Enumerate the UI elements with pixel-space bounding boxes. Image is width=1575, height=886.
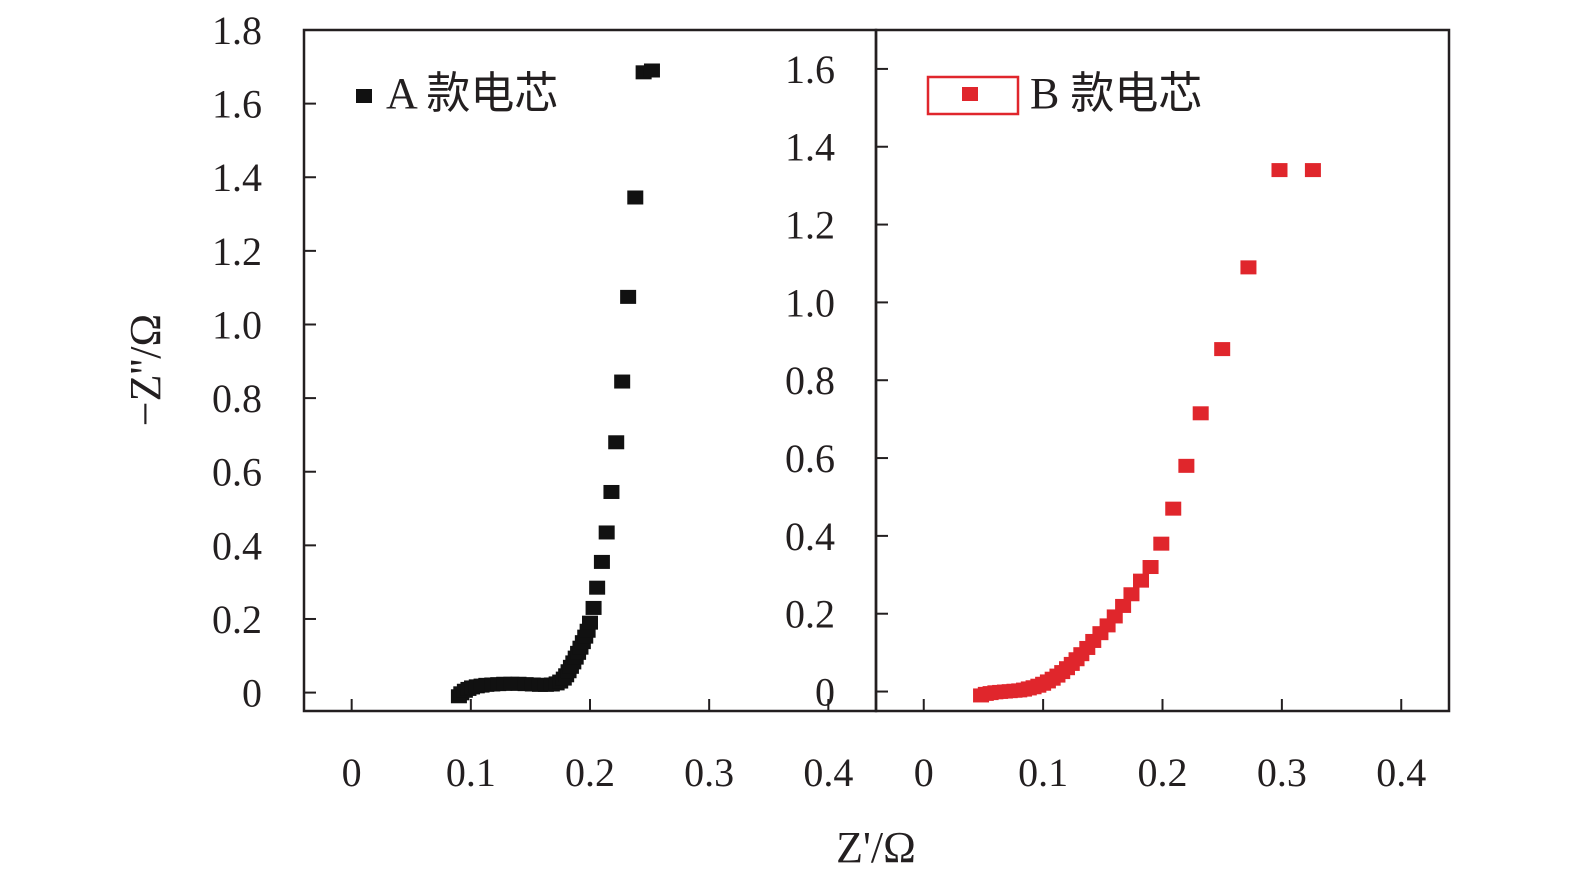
panel-a: 0 0.1 0.2 0.3 0.4 0 0.2 0.4 0.6 0.8 1.0 1.2 1.4 1.6 1.… [212, 8, 878, 795]
y-tick-label: 1.0 [785, 280, 835, 325]
y-tick-label: 0.2 [785, 592, 835, 637]
y-tick-label: 1.2 [212, 229, 262, 274]
data-point [582, 615, 598, 630]
y-tick-label: 0.8 [785, 358, 835, 403]
x-tick-label: 0.3 [684, 750, 734, 795]
data-point [1115, 598, 1132, 613]
data-point [1304, 163, 1321, 178]
data-point [585, 600, 602, 615]
y-tick-label: 0.6 [785, 436, 835, 481]
data-point [627, 190, 644, 205]
y-tick-label: 1.0 [212, 302, 262, 347]
y-tick-label: 0 [815, 670, 835, 715]
data-point [598, 525, 615, 540]
data-point [1142, 560, 1159, 575]
data-point [1240, 260, 1257, 275]
legend-marker [356, 89, 372, 103]
data-point [1133, 573, 1150, 588]
data-point [614, 374, 631, 389]
x-tick-label: 0.3 [1257, 750, 1307, 795]
data-point [1165, 501, 1182, 516]
data-point [589, 580, 606, 595]
data-point [1153, 536, 1170, 551]
y-axis-label: −Z''/Ω [121, 314, 170, 426]
y-tick-label: 0.6 [212, 450, 262, 495]
x-tick-label: 0.4 [803, 750, 853, 795]
data-point [608, 435, 625, 450]
y-tick-label: 1.4 [785, 125, 835, 170]
data-point [1178, 458, 1195, 473]
x-tick-label: 0.1 [446, 750, 496, 795]
data-point [1214, 342, 1231, 357]
legend-frame [926, 75, 1020, 116]
y-tick-label: 0.4 [212, 523, 262, 568]
x-tick-label: 0.1 [1018, 750, 1068, 795]
y-tick-label: 1.8 [212, 8, 262, 53]
x-tick-label: 0 [914, 750, 934, 795]
x-tick-label: 0.4 [1376, 750, 1426, 795]
plot-frame [874, 28, 1451, 713]
y-tick-label: 0.8 [212, 376, 262, 421]
data-point [1106, 609, 1123, 624]
legend-label: B 款电芯 [1030, 69, 1202, 118]
y-tick-label: 0.4 [785, 514, 835, 559]
data-point [593, 554, 610, 569]
y-tick-label: 1.4 [212, 155, 262, 200]
data-point [1123, 587, 1140, 602]
data-point [620, 289, 637, 304]
x-axis-label: Z'/Ω [836, 823, 916, 872]
legend-label: A 款电芯 [386, 69, 558, 118]
y-tick-label: 1.6 [785, 47, 835, 92]
data-point [603, 484, 620, 499]
y-tick-label: 0 [242, 671, 262, 716]
y-tick-label: 0.2 [212, 597, 262, 642]
panel-b: 0 0.1 0.2 0.3 0.4 0 0.2 0.4 0.6 0.8 1.0 1.2 1.4 1.6 B … [785, 28, 1451, 795]
y-tick-label: 1.6 [212, 82, 262, 127]
x-tick-label: 0.2 [565, 750, 615, 795]
legend-marker [962, 87, 978, 101]
data-point [1271, 163, 1288, 178]
x-tick-label: 0.2 [1138, 750, 1188, 795]
y-tick-label: 1.2 [785, 203, 835, 248]
x-tick-label: 0 [342, 750, 362, 795]
data-point [1192, 406, 1209, 421]
data-point [643, 63, 660, 78]
